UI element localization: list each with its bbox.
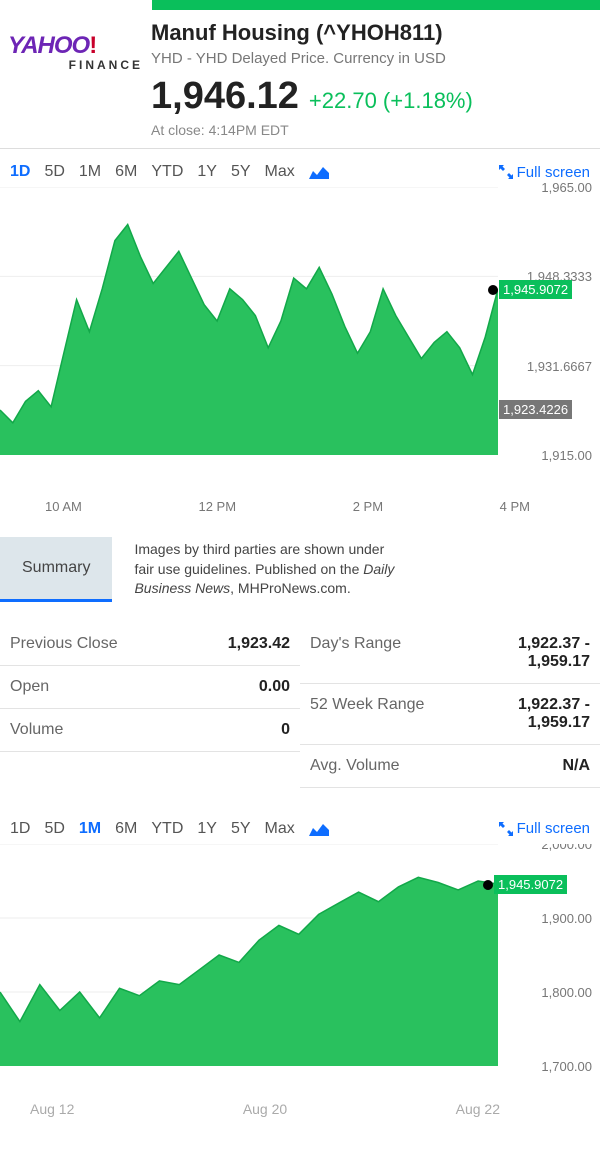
tab-1y[interactable]: 1Y	[197, 163, 217, 181]
symbol-subtitle: YHD - YHD Delayed Price. Currency in USD	[151, 50, 592, 67]
y-tick-label: 1,931.6667	[527, 359, 592, 374]
tab-1d[interactable]: 1D	[10, 820, 30, 838]
tab-5d[interactable]: 5D	[44, 820, 64, 838]
summary-tab[interactable]: Summary	[0, 537, 112, 602]
fullscreen-button[interactable]: Full screen	[499, 164, 590, 181]
x-tick-label: Aug 20	[243, 1101, 287, 1117]
stat-label: Avg. Volume	[310, 757, 400, 775]
stat-label: Previous Close	[10, 635, 118, 653]
timeframe-tabs-2: 1D 5D 1M 6M YTD 1Y 5Y Max Full screen	[0, 806, 600, 838]
y-tick-label: 1,915.00	[541, 448, 592, 463]
tab-1m[interactable]: 1M	[79, 163, 101, 181]
stat-row: Open 0.00	[0, 666, 300, 709]
tab-1d[interactable]: 1D	[10, 163, 30, 181]
tab-max[interactable]: Max	[265, 163, 295, 181]
x-tick-label: 10 AM	[45, 499, 82, 514]
stat-row: Avg. Volume N/A	[300, 745, 600, 788]
close-time: At close: 4:14PM EDT	[151, 122, 592, 138]
logo-sub: FINANCE	[8, 58, 143, 72]
current-price-tag-2: 1,945.9072	[494, 875, 567, 894]
accent-bar	[152, 0, 600, 10]
tab-5y[interactable]: 5Y	[231, 163, 251, 181]
tab-5d[interactable]: 5D	[44, 163, 64, 181]
tab-ytd[interactable]: YTD	[151, 163, 183, 181]
stat-row: Day's Range 1,922.37 - 1,959.17	[300, 623, 600, 684]
tab-1y[interactable]: 1Y	[197, 820, 217, 838]
summary-row: Summary Images by third parties are show…	[0, 532, 600, 607]
y-tick-label: 1,965.00	[541, 180, 592, 195]
fullscreen-button[interactable]: Full screen	[499, 820, 590, 837]
tab-5y[interactable]: 5Y	[231, 820, 251, 838]
timeframe-tabs-1: 1D 5D 1M 6M YTD 1Y 5Y Max Full screen	[0, 149, 600, 181]
tab-max[interactable]: Max	[265, 820, 295, 838]
y-tick-label: 1,800.00	[541, 985, 592, 1000]
stat-row: Previous Close 1,923.42	[0, 623, 300, 666]
current-price-tag: 1,945.9072	[499, 280, 572, 299]
stats-table: Previous Close 1,923.42 Open 0.00 Volume 0 Da…	[0, 623, 600, 788]
current-price: 1,946.12	[151, 75, 299, 118]
x-axis-labels-2: Aug 12 Aug 20 Aug 22	[0, 1101, 600, 1117]
stat-label: 52 Week Range	[310, 696, 424, 732]
y-tick-label: 1,700.00	[541, 1059, 592, 1074]
tab-6m[interactable]: 6M	[115, 820, 137, 838]
stat-row: Volume 0	[0, 709, 300, 752]
stat-label: Day's Range	[310, 635, 401, 671]
chart-type-icon[interactable]	[309, 822, 329, 836]
intraday-chart: 1,965.001,948.33331,931.66671,915.00 1,9…	[0, 187, 600, 497]
y-tick-label: 2,000.00	[541, 844, 592, 852]
open-price-tag: 1,923.4226	[499, 400, 572, 419]
last-price-marker-2	[483, 880, 493, 890]
last-price-marker	[488, 285, 498, 295]
stat-label: Open	[10, 678, 49, 696]
x-tick-label: 12 PM	[198, 499, 236, 514]
stat-value: N/A	[562, 757, 590, 775]
yahoo-finance-logo: YAHOO! FINANCE	[8, 18, 143, 86]
y-tick-label: 1,900.00	[541, 911, 592, 926]
x-tick-label: 4 PM	[500, 499, 530, 514]
stat-value: 1,922.37 - 1,959.17	[518, 635, 590, 671]
tab-ytd[interactable]: YTD	[151, 820, 183, 838]
tab-6m[interactable]: 6M	[115, 163, 137, 181]
stat-label: Volume	[10, 721, 63, 739]
month-chart: 2,000.00 1,900.00 1,800.00 1,700.00 1,945.9…	[0, 844, 600, 1099]
stat-value: 1,922.37 - 1,959.17	[518, 696, 590, 732]
stat-row: 52 Week Range 1,922.37 - 1,959.17	[300, 684, 600, 745]
x-axis-labels-1: 10 AM 12 PM 2 PM 4 PM	[0, 499, 600, 514]
logo-excl: !	[89, 32, 96, 59]
symbol-name: Manuf Housing (^YHOH811)	[151, 20, 592, 46]
stat-value: 0	[281, 721, 290, 739]
logo-text: YAHOO	[8, 32, 89, 59]
stat-value: 0.00	[259, 678, 290, 696]
x-tick-label: 2 PM	[353, 499, 383, 514]
chart-type-icon[interactable]	[309, 165, 329, 179]
stat-value: 1,923.42	[228, 635, 290, 653]
x-tick-label: Aug 12	[30, 1101, 74, 1117]
price-change: +22.70 (+1.18%)	[309, 88, 473, 114]
disclaimer-text: Images by third parties are shown under …	[112, 532, 406, 607]
tab-1m[interactable]: 1M	[79, 820, 101, 838]
x-tick-label: Aug 22	[456, 1101, 500, 1117]
header: YAHOO! FINANCE Manuf Housing (^YHOH811) …	[0, 18, 600, 149]
